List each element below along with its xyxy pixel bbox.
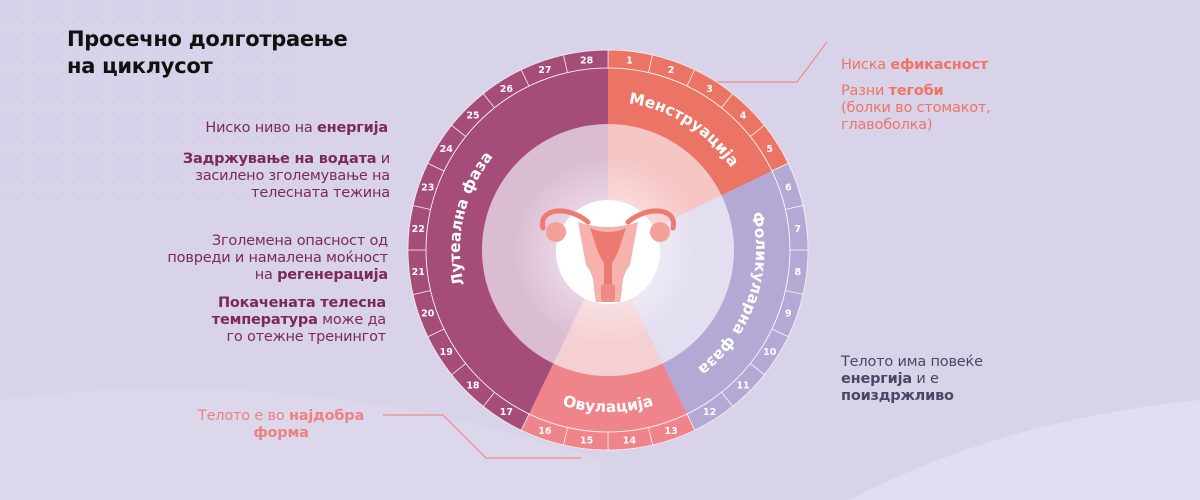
phase-band-luteal xyxy=(425,68,608,414)
day-number: 4 xyxy=(740,110,747,121)
day-number: 25 xyxy=(466,110,479,121)
ring-divider xyxy=(425,67,791,433)
follicular-note: Телото има повеќе енергија и е поиздржли… xyxy=(841,354,983,404)
day-number: 27 xyxy=(538,65,551,76)
day-number: 14 xyxy=(623,435,637,446)
day-number: 21 xyxy=(412,267,425,278)
day-number: 17 xyxy=(500,407,513,418)
day-number: 20 xyxy=(421,309,435,320)
ovulation-note: Телото е во најдобра форма xyxy=(197,408,365,441)
day-number: 19 xyxy=(440,347,453,358)
day-number: 24 xyxy=(440,144,454,155)
phase-band-ovulation xyxy=(529,363,687,433)
day-number: 13 xyxy=(664,426,677,437)
day-number: 16 xyxy=(538,426,552,437)
day-number: 6 xyxy=(785,182,792,193)
day-number: 28 xyxy=(580,56,594,67)
menstruation-connector-line xyxy=(717,41,828,83)
day-number: 7 xyxy=(794,224,801,235)
day-number: 26 xyxy=(500,84,514,95)
day-number: 10 xyxy=(763,347,777,358)
ovulation-connector-line xyxy=(383,414,582,459)
page-title: Просечно долготраење на циклусот xyxy=(67,27,348,78)
day-number: 3 xyxy=(706,84,713,95)
uterus-icon xyxy=(540,208,676,302)
day-number: 5 xyxy=(766,144,773,155)
day-number: 2 xyxy=(668,65,675,76)
day-number: 12 xyxy=(703,407,716,418)
menstruation-note-efficiency: Ниска ефикасност xyxy=(841,57,988,73)
day-number: 11 xyxy=(736,381,749,392)
luteal-note-energy: Ниско ниво на енергија xyxy=(205,120,388,136)
day-number: 1 xyxy=(626,56,633,67)
day-number: 18 xyxy=(466,381,480,392)
phase-band-menstruation xyxy=(608,68,772,196)
day-number: 22 xyxy=(412,224,425,235)
day-number: 8 xyxy=(794,267,801,278)
menstruation-note-complaints: Разни тегоби (болки во стомакот, главобо… xyxy=(841,83,991,133)
luteal-note-water: Задржување на водата и засилено зголемув… xyxy=(182,151,390,201)
day-number: 9 xyxy=(785,309,792,320)
phase-band-follicular xyxy=(662,171,790,414)
day-number: 15 xyxy=(580,435,593,446)
luteal-note-temperature: Покачената телесна температура може да г… xyxy=(211,295,386,345)
day-number: 23 xyxy=(421,182,434,193)
luteal-note-injury: Зголемена опасност од повреди и намалена… xyxy=(167,233,388,283)
